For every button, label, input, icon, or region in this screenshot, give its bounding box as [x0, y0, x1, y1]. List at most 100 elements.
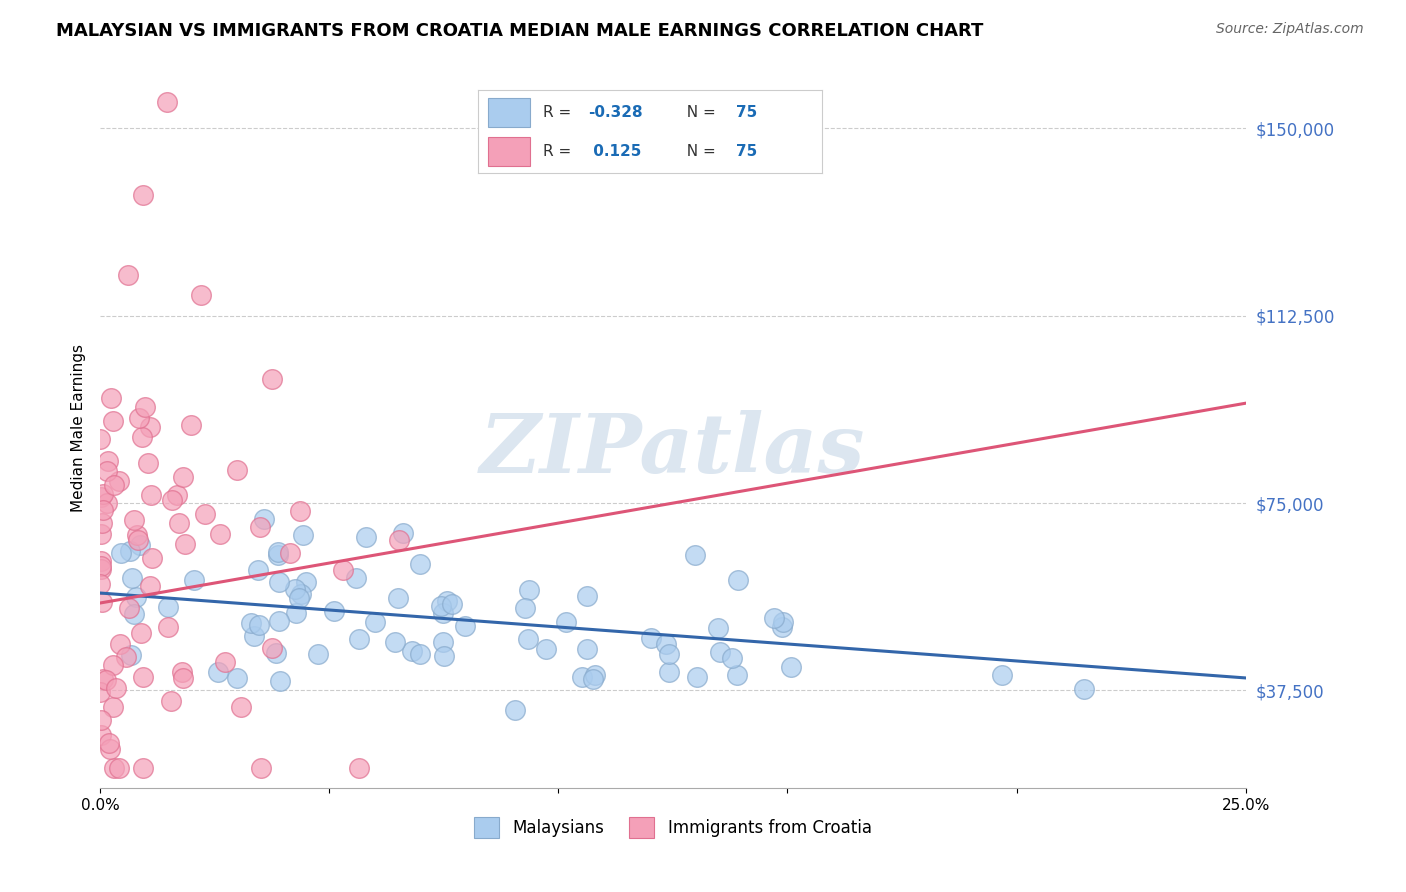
Point [132, 761, 155, 775]
Point [409, 557, 432, 571]
Point [349, 632, 371, 646]
Point [250, 761, 273, 775]
Point [284, 582, 307, 596]
Point [503, 703, 526, 717]
Point [640, 632, 662, 646]
Point [125, 528, 148, 542]
Point [779, 660, 801, 674]
Point [576, 642, 599, 657]
Point [291, 528, 314, 542]
Point [720, 651, 742, 665]
Point [131, 430, 153, 444]
Point [96, 496, 118, 510]
Point [762, 611, 785, 625]
Point [155, 95, 177, 109]
Point [685, 548, 707, 562]
Point [226, 671, 249, 685]
Point [90, 490, 112, 504]
Point [160, 493, 183, 508]
Point [239, 616, 262, 631]
Point [583, 668, 606, 682]
Point [207, 665, 229, 679]
Point [658, 665, 681, 679]
Point [90, 559, 112, 574]
Point [172, 671, 194, 685]
Point [131, 626, 153, 640]
Point [287, 591, 309, 605]
Point [96, 673, 118, 688]
Point [770, 620, 793, 634]
Point [247, 563, 270, 577]
Point [323, 604, 346, 618]
Point [225, 463, 247, 477]
Point [139, 420, 162, 434]
Point [772, 615, 794, 630]
Point [249, 520, 271, 534]
Point [90, 562, 112, 576]
Point [432, 606, 454, 620]
Point [387, 533, 409, 547]
Point [128, 410, 150, 425]
Point [294, 574, 316, 589]
Point [454, 619, 477, 633]
Point [136, 456, 159, 470]
Point [89, 685, 111, 699]
Point [110, 546, 132, 560]
Point [581, 673, 603, 687]
Point [101, 657, 124, 672]
Point [93, 503, 115, 517]
Point [160, 694, 183, 708]
Point [536, 641, 558, 656]
Point [134, 400, 156, 414]
Point [307, 647, 329, 661]
Point [432, 635, 454, 649]
Point [247, 617, 270, 632]
Point [576, 589, 599, 603]
Point [89, 433, 111, 447]
Point [89, 577, 111, 591]
Point [269, 614, 291, 628]
Point [269, 674, 291, 689]
Point [100, 391, 122, 405]
Point [260, 371, 283, 385]
Point [166, 488, 188, 502]
Point [170, 665, 193, 680]
Point [267, 548, 290, 562]
Point [105, 681, 128, 695]
Point [513, 600, 536, 615]
Point [125, 590, 148, 604]
Point [409, 647, 432, 661]
Point [253, 512, 276, 526]
Point [183, 573, 205, 587]
Point [685, 669, 707, 683]
Point [214, 656, 236, 670]
Point [121, 571, 143, 585]
Point [120, 648, 142, 663]
Point [208, 526, 231, 541]
Point [290, 587, 312, 601]
Point [332, 563, 354, 577]
Point [436, 593, 458, 607]
Point [384, 635, 406, 649]
Point [127, 533, 149, 547]
Point [91, 516, 114, 531]
Point [93, 672, 115, 686]
Point [363, 615, 385, 629]
Point [139, 488, 162, 502]
Point [90, 713, 112, 727]
Legend: Malaysians, Immigrants from Croatia: Malaysians, Immigrants from Croatia [467, 811, 879, 844]
Point [991, 668, 1014, 682]
Point [118, 600, 141, 615]
Point [91, 487, 114, 501]
Point [231, 699, 253, 714]
Point [190, 288, 212, 302]
Point [658, 648, 681, 662]
Point [727, 574, 749, 588]
Point [655, 637, 678, 651]
Point [180, 418, 202, 433]
Point [354, 530, 377, 544]
Point [264, 646, 287, 660]
Point [401, 644, 423, 658]
Point [108, 637, 131, 651]
Point [103, 477, 125, 491]
